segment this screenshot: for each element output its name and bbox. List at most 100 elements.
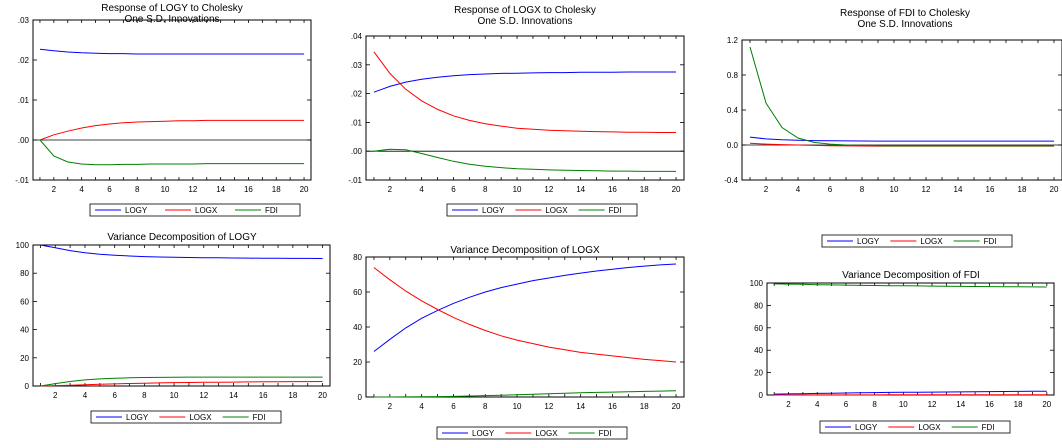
legend: LOGY LOGX FDI [90,410,282,424]
legend-label-logx: LOGX [545,206,568,215]
legend-box [90,410,282,424]
x-tick-label: 16 [244,185,253,194]
x-tick-label: 16 [259,391,268,400]
x-tick-label: 14 [956,400,965,409]
series-line-fdi [373,148,676,172]
y-tick-label: 20 [20,354,29,363]
y-tick-label: -.01 [348,176,362,185]
series-line-logy [39,48,305,55]
x-tick-label: 6 [107,185,112,194]
chart-panel-4: Variance Decomposition of LOGY 0 20 40 60 80 1… [16,232,331,424]
y-tick-label: 1.2 [727,36,739,45]
y-tick-label: 60 [754,324,763,333]
x-tick-label: 2 [764,185,769,194]
x-tick-label: 12 [199,391,208,400]
plot-frame [741,39,1062,181]
series-line-logy [40,244,323,259]
x-tick-label: 20 [1042,400,1051,409]
series-line-fdi [373,390,677,398]
series-line-fdi [40,376,323,387]
y-tick-label: 0.8 [727,71,739,80]
x-tick-label: 4 [815,400,820,409]
x-tick-label: 20 [300,185,309,194]
series-line-logy [749,136,1054,142]
chart-title: Variance Decomposition of LOGY [107,232,257,243]
x-tick-label: 6 [844,400,849,409]
legend-label-logx: LOGX [920,237,943,246]
y-tick-label: 0 [759,391,764,400]
legend-label-logx: LOGX [195,206,218,215]
x-tick-label: 2 [388,402,393,411]
x-tick-label: 18 [1018,185,1027,194]
x-tick-label: 12 [544,185,553,194]
x-tick-label: 14 [229,391,238,400]
legend-label-fdi: FDI [253,413,266,422]
legend-label-logy: LOGY [126,413,149,422]
x-tick-label: 18 [640,185,649,194]
legend-label-fdi: FDI [265,206,278,215]
chart-panel-5: Variance Decomposition of LOGX 0 20 40 60 80 2… [353,245,685,440]
x-tick-label: 16 [608,185,617,194]
series-line-logx [373,51,676,133]
x-tick-label: 8 [860,185,865,194]
series-line-logy [373,71,676,93]
y-tick-label: .03 [351,61,363,70]
x-tick-label: 10 [513,185,522,194]
x-tick-label: 14 [216,185,225,194]
legend-label-logy: LOGY [857,237,880,246]
x-tick-label: 12 [922,185,931,194]
x-tick-label: 18 [272,185,281,194]
x-tick-label: 10 [890,185,899,194]
y-tick-label: 0 [358,393,363,402]
y-tick-label: -.01 [15,176,29,185]
x-tick-label: 14 [576,185,585,194]
x-tick-label: 16 [608,402,617,411]
y-tick-label: 0 [25,382,30,391]
x-tick-label: 2 [53,391,58,400]
legend-box [819,420,1011,434]
x-tick-label: 10 [513,402,522,411]
x-tick-label: 8 [872,400,877,409]
x-tick-label: 20 [1050,185,1059,194]
y-tick-label: 100 [750,279,764,288]
chart-title: Response of LOGX to Cholesky [454,5,596,16]
y-tick-label: 40 [20,326,29,335]
series-line-logy [373,263,677,352]
legend-label-fdi: FDI [599,429,612,438]
chart-title: One S.D. Innovations [477,16,572,27]
legend-box [89,203,301,217]
chart-title: Response of FDI to Cholesky [840,8,970,19]
chart-panel-6: Variance Decomposition of FDI 0 20 40 60 80 10… [750,270,1055,434]
x-tick-label: 4 [796,185,801,194]
legend-label-logy: LOGY [482,206,505,215]
y-tick-label: .01 [18,96,30,105]
plot-frame [365,256,685,398]
y-tick-label: 100 [16,241,30,250]
x-tick-label: 14 [954,185,963,194]
x-tick-label: 8 [135,185,140,194]
y-tick-label: .01 [351,118,363,127]
plot-frame [365,35,685,181]
x-tick-label: 8 [483,402,488,411]
y-tick-label: .02 [18,56,30,65]
legend-box [436,426,628,440]
series-line-fdi [749,46,1054,147]
x-tick-label: 18 [1014,400,1023,409]
plot-frame [32,244,331,387]
x-tick-label: 4 [419,185,424,194]
chart-title: Variance Decomposition of LOGX [450,245,600,256]
legend-label-logx: LOGX [189,413,212,422]
series-line-fdi [39,139,305,166]
x-tick-label: 14 [576,402,585,411]
y-tick-label: 40 [353,323,362,332]
y-tick-label: 0.4 [727,106,739,115]
chart-title: Response of LOGY to Cholesky [101,3,243,14]
legend-box [821,234,1013,248]
x-tick-label: 10 [161,185,170,194]
series-line-logx [40,381,323,387]
x-tick-label: 8 [483,185,488,194]
series-line-logy [774,390,1047,395]
legend: LOGY LOGX FDI [819,420,1011,434]
